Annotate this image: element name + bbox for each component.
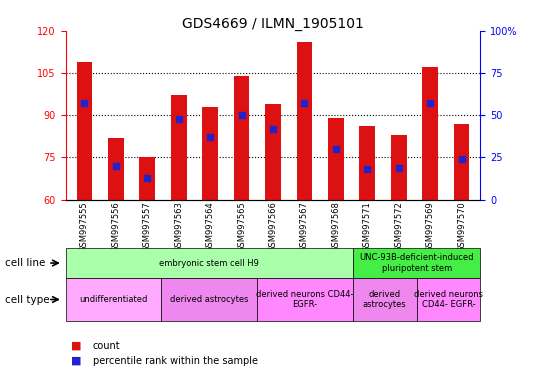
- Text: derived neurons
CD44- EGFR-: derived neurons CD44- EGFR-: [414, 290, 483, 309]
- Text: embryonic stem cell H9: embryonic stem cell H9: [159, 258, 259, 268]
- Text: cell line: cell line: [5, 258, 46, 268]
- Bar: [76, 62, 92, 200]
- Bar: [296, 42, 312, 200]
- Bar: [108, 138, 124, 200]
- Bar: [171, 96, 187, 200]
- Text: UNC-93B-deficient-induced
pluripotent stem: UNC-93B-deficient-induced pluripotent st…: [359, 253, 474, 273]
- Text: undifferentiated: undifferentiated: [79, 295, 147, 304]
- Bar: [265, 104, 281, 200]
- Text: count: count: [93, 341, 121, 351]
- Bar: [454, 124, 470, 200]
- Bar: [139, 157, 155, 200]
- Bar: [422, 67, 438, 200]
- Text: derived
astrocytes: derived astrocytes: [363, 290, 407, 309]
- Bar: [202, 107, 218, 200]
- Bar: [359, 126, 375, 200]
- Text: percentile rank within the sample: percentile rank within the sample: [93, 356, 258, 366]
- Bar: [328, 118, 344, 200]
- Text: derived astrocytes: derived astrocytes: [170, 295, 248, 304]
- Bar: [234, 76, 250, 200]
- Text: GDS4669 / ILMN_1905101: GDS4669 / ILMN_1905101: [182, 17, 364, 31]
- Text: derived neurons CD44-
EGFR-: derived neurons CD44- EGFR-: [256, 290, 354, 309]
- Text: ■: ■: [71, 356, 81, 366]
- Text: cell type: cell type: [5, 295, 50, 305]
- Text: ■: ■: [71, 341, 81, 351]
- Bar: [391, 135, 407, 200]
